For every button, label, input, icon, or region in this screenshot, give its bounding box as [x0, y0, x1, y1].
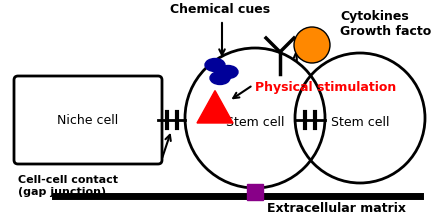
Ellipse shape — [210, 71, 230, 84]
FancyBboxPatch shape — [14, 76, 162, 164]
Text: Niche cell: Niche cell — [57, 114, 119, 127]
Text: Cell-cell contact
(gap junction): Cell-cell contact (gap junction) — [18, 175, 118, 197]
Ellipse shape — [205, 58, 225, 71]
Text: Stem cell: Stem cell — [331, 116, 389, 129]
Text: Extracellular matrix: Extracellular matrix — [267, 202, 406, 215]
Text: Stem cell: Stem cell — [226, 116, 284, 129]
Text: Physical stimulation: Physical stimulation — [255, 80, 396, 93]
Ellipse shape — [218, 65, 238, 78]
Text: Cytokines
Growth factors: Cytokines Growth factors — [340, 10, 432, 38]
Polygon shape — [197, 90, 233, 123]
Text: Chemical cues: Chemical cues — [170, 3, 270, 16]
Circle shape — [294, 27, 330, 63]
Bar — [247, 184, 263, 200]
